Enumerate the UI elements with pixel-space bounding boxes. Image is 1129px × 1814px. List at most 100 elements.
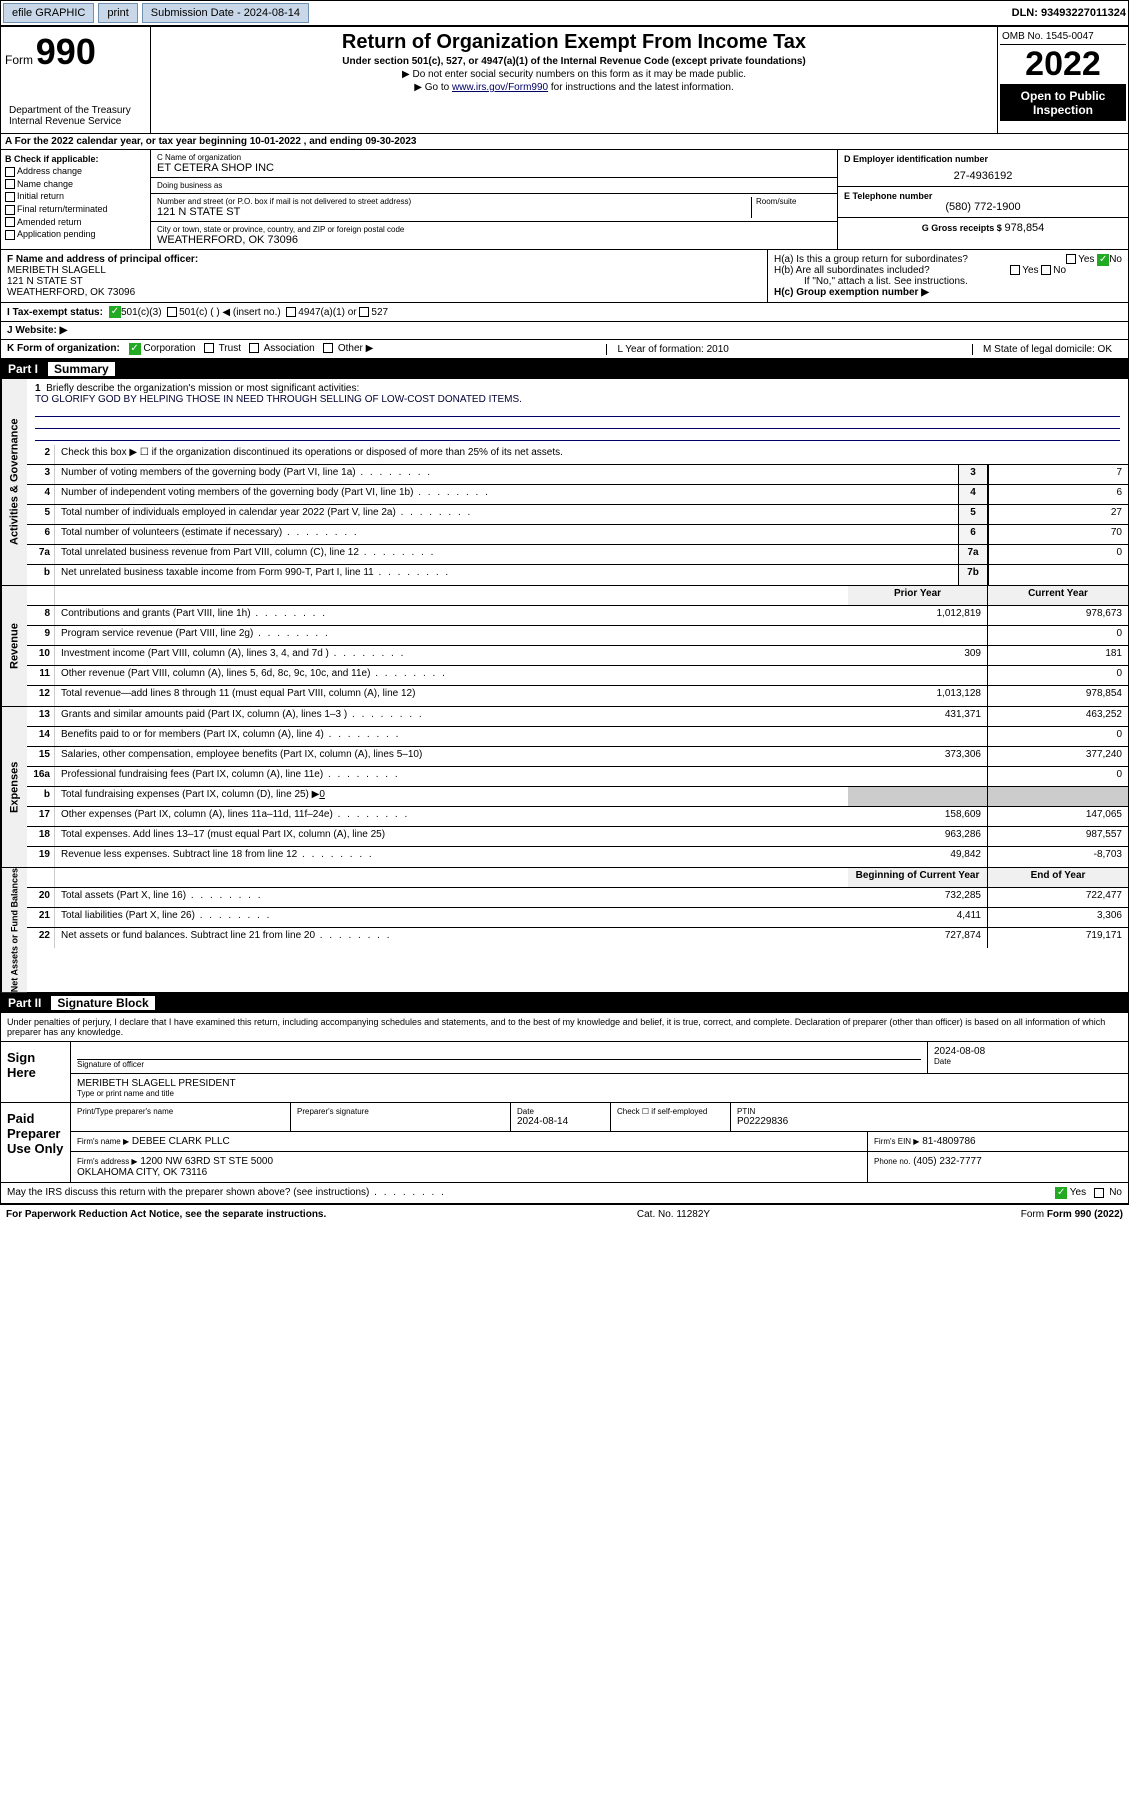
v4: 6 bbox=[988, 485, 1128, 504]
part2-num: Part II bbox=[8, 996, 41, 1010]
form-org-label: K Form of organization: bbox=[7, 343, 120, 354]
print-button[interactable]: print bbox=[98, 3, 137, 23]
c22: 719,171 bbox=[988, 928, 1128, 948]
form-ref: Form Form 990 (2022) bbox=[1021, 1209, 1123, 1220]
c10: 181 bbox=[988, 646, 1128, 665]
efile-button[interactable]: efile GRAPHIC bbox=[3, 3, 94, 23]
officer-addr2: WEATHERFORD, OK 73096 bbox=[7, 287, 761, 298]
col-b-title: B Check if applicable: bbox=[5, 154, 99, 164]
c13: 463,252 bbox=[988, 707, 1128, 726]
org-name-label: C Name of organization bbox=[157, 153, 831, 162]
cb-name-change: Name change bbox=[17, 179, 73, 189]
cb-final: Final return/terminated bbox=[17, 204, 108, 214]
k-corp: Corporation bbox=[143, 343, 195, 354]
row-k-l-m: K Form of organization: ✓ Corporation Tr… bbox=[0, 340, 1129, 359]
form-header: Form 990 Department of the Treasury Inte… bbox=[0, 26, 1129, 134]
section-governance: Activities & Governance bbox=[1, 379, 27, 585]
checkbox-icon[interactable] bbox=[249, 343, 259, 353]
v7b bbox=[988, 565, 1128, 585]
l9: Program service revenue (Part VIII, line… bbox=[55, 626, 848, 645]
p14 bbox=[848, 727, 988, 746]
527: 527 bbox=[371, 307, 388, 318]
form-label: Form bbox=[5, 53, 33, 67]
tax-year: 2022 bbox=[1000, 45, 1126, 85]
section-net: Net Assets or Fund Balances bbox=[1, 868, 27, 992]
l17: Other expenses (Part IX, column (A), lin… bbox=[55, 807, 848, 826]
sig-officer-label: Signature of officer bbox=[77, 1060, 921, 1069]
irs-link[interactable]: www.irs.gov/Form990 bbox=[452, 82, 548, 93]
checkbox-icon[interactable] bbox=[359, 307, 369, 317]
p17: 158,609 bbox=[848, 807, 988, 826]
sign-here-label: Sign Here bbox=[1, 1042, 71, 1102]
c17: 147,065 bbox=[988, 807, 1128, 826]
firm-ein-label: Firm's EIN ▶ bbox=[874, 1137, 919, 1146]
prep-date-label: Date bbox=[517, 1107, 604, 1116]
c20: 722,477 bbox=[988, 888, 1128, 907]
pra-notice: For Paperwork Reduction Act Notice, see … bbox=[6, 1209, 326, 1220]
checkbox-icon[interactable] bbox=[286, 307, 296, 317]
firm-addr-label: Firm's address ▶ bbox=[77, 1157, 138, 1166]
entity-info: B Check if applicable: Address change Na… bbox=[0, 150, 1129, 250]
l2: Check this box ▶ ☐ if the organization d… bbox=[55, 445, 1128, 464]
summary-table: Activities & Governance 1 Briefly descri… bbox=[0, 379, 1129, 993]
p12: 1,013,128 bbox=[848, 686, 988, 706]
hb-note: If "No," attach a list. See instructions… bbox=[774, 276, 1122, 287]
checkbox-icon[interactable] bbox=[1010, 265, 1020, 275]
checkbox-icon[interactable] bbox=[5, 217, 15, 227]
l11: Other revenue (Part VIII, column (A), li… bbox=[55, 666, 848, 685]
checkbox-icon[interactable] bbox=[1094, 1188, 1104, 1198]
firm-ein: 81-4809786 bbox=[922, 1136, 975, 1147]
501c: 501(c) ( ) ◀ (insert no.) bbox=[179, 307, 281, 318]
col-right: D Employer identification number 27-4936… bbox=[838, 150, 1128, 249]
officer-label: F Name and address of principal officer: bbox=[7, 254, 198, 265]
l15: Salaries, other compensation, employee b… bbox=[55, 747, 848, 766]
dln-label: DLN: 93493227011324 bbox=[1012, 7, 1126, 19]
year-formation: 2010 bbox=[707, 344, 729, 355]
checkbox-icon[interactable] bbox=[5, 192, 15, 202]
l10: Investment income (Part VIII, column (A)… bbox=[55, 646, 848, 665]
cb-address-change: Address change bbox=[17, 166, 82, 176]
k-other: Other ▶ bbox=[338, 343, 373, 354]
l8: Contributions and grants (Part VIII, lin… bbox=[55, 606, 848, 625]
checkbox-icon[interactable] bbox=[1041, 265, 1051, 275]
checkbox-icon[interactable] bbox=[1066, 254, 1076, 264]
p8: 1,012,819 bbox=[848, 606, 988, 625]
discuss-no: No bbox=[1109, 1187, 1122, 1198]
firm-name-label: Firm's name ▶ bbox=[77, 1137, 129, 1146]
hc-label: H(c) Group exemption number ▶ bbox=[774, 287, 929, 298]
l3: Number of voting members of the governin… bbox=[55, 465, 958, 484]
checkbox-icon[interactable] bbox=[167, 307, 177, 317]
part1-header: Part I Summary bbox=[0, 359, 1129, 379]
domicile: OK bbox=[1098, 344, 1112, 355]
sig-note: Under penalties of perjury, I declare th… bbox=[1, 1013, 1128, 1041]
c15: 377,240 bbox=[988, 747, 1128, 766]
c18: 987,557 bbox=[988, 827, 1128, 846]
p16a bbox=[848, 767, 988, 786]
l16a: Professional fundraising fees (Part IX, … bbox=[55, 767, 848, 786]
checkbox-icon[interactable] bbox=[5, 179, 15, 189]
l21: Total liabilities (Part X, line 26) bbox=[55, 908, 848, 927]
website-label: J Website: ▶ bbox=[7, 325, 67, 336]
checkbox-icon[interactable] bbox=[5, 230, 15, 240]
p15: 373,306 bbox=[848, 747, 988, 766]
l7b: Net unrelated business taxable income fr… bbox=[55, 565, 958, 585]
c11: 0 bbox=[988, 666, 1128, 685]
tax-status-label: I Tax-exempt status: bbox=[7, 307, 103, 318]
p21: 4,411 bbox=[848, 908, 988, 927]
checkbox-icon[interactable] bbox=[5, 205, 15, 215]
part1-title: Summary bbox=[48, 362, 115, 376]
checkbox-icon[interactable] bbox=[323, 343, 333, 353]
checkbox-icon[interactable] bbox=[204, 343, 214, 353]
ptin: P02229836 bbox=[737, 1116, 1122, 1127]
c8: 978,673 bbox=[988, 606, 1128, 625]
c19: -8,703 bbox=[988, 847, 1128, 867]
section-expenses: Expenses bbox=[1, 707, 27, 867]
signature-block: Under penalties of perjury, I declare th… bbox=[0, 1013, 1129, 1204]
c9: 0 bbox=[988, 626, 1128, 645]
year-formation-label: L Year of formation: bbox=[617, 344, 703, 355]
submission-date: Submission Date - 2024-08-14 bbox=[142, 3, 309, 23]
checkbox-icon[interactable] bbox=[5, 167, 15, 177]
hdr-prior: Prior Year bbox=[848, 586, 988, 605]
row-a-text: A For the 2022 calendar year, or tax yea… bbox=[5, 136, 416, 147]
ein-value: 27-4936192 bbox=[844, 170, 1122, 182]
